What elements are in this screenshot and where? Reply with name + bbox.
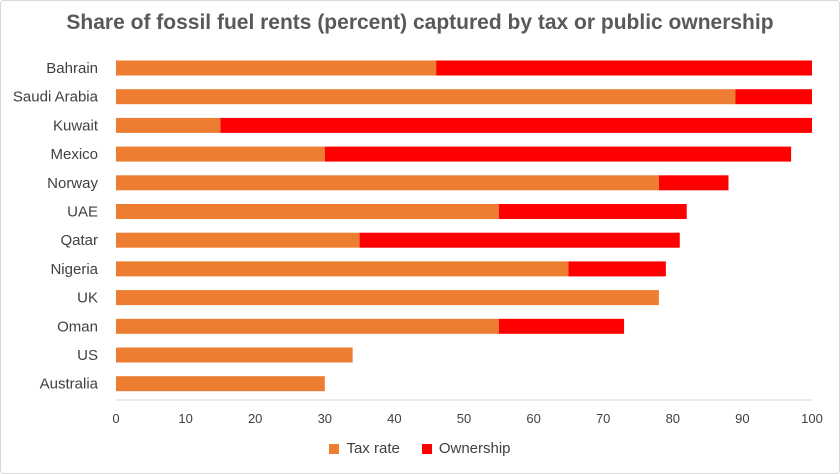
category-label-uae: UAE <box>67 204 98 221</box>
x-tick-label-80: 80 <box>666 411 680 426</box>
bar-ownership-uae <box>498 204 687 219</box>
category-label-norway: Norway <box>47 175 98 192</box>
bar-ownership-qatar <box>359 232 680 248</box>
x-tick-label-40: 40 <box>387 411 401 426</box>
bar-tax-rate-oman <box>116 318 499 334</box>
bar-tax-rate-mexico <box>116 146 325 162</box>
category-label-australia: Australia <box>40 376 99 393</box>
chart-title: Share of fossil fuel rents (percent) cap… <box>66 11 774 34</box>
legend-swatch-ownership <box>421 443 432 454</box>
bar-ownership-oman <box>498 318 625 334</box>
x-tick-label-90: 90 <box>735 411 749 426</box>
x-tick-label-60: 60 <box>526 411 540 426</box>
bar-ownership-norway <box>658 175 729 191</box>
category-label-oman: Oman <box>57 318 98 335</box>
bar-ownership-saudi-arabia <box>735 89 812 105</box>
bar-tax-rate-us <box>116 347 353 363</box>
bar-ownership-kuwait <box>220 117 812 133</box>
bar-tax-rate-bahrain <box>116 60 437 76</box>
bar-tax-rate-kuwait <box>116 117 221 133</box>
bar-tax-rate-nigeria <box>116 261 569 277</box>
legend-label-tax-rate: Tax rate <box>346 440 400 457</box>
x-tick-label-20: 20 <box>248 411 262 426</box>
category-label-kuwait: Kuwait <box>53 117 99 134</box>
legend-swatch-tax-rate <box>329 443 340 454</box>
x-tick-label-50: 50 <box>457 411 471 426</box>
category-label-saudi-arabia: Saudi Arabia <box>13 89 99 106</box>
category-label-qatar: Qatar <box>60 232 98 249</box>
bar-tax-rate-norway <box>116 175 659 191</box>
category-label-uk: UK <box>77 290 98 307</box>
legend: Tax rate Ownership <box>0 440 840 457</box>
x-tick-label-10: 10 <box>178 411 192 426</box>
legend-label-ownership: Ownership <box>438 440 511 457</box>
legend-item-tax-rate: Tax rate <box>329 440 400 457</box>
category-label-mexico: Mexico <box>50 146 98 163</box>
legend-item-ownership: Ownership <box>421 440 511 457</box>
category-label-us: US <box>77 347 98 364</box>
category-label-nigeria: Nigeria <box>50 261 98 278</box>
x-tick-label-30: 30 <box>318 411 332 426</box>
bar-ownership-nigeria <box>568 261 666 277</box>
x-tick-label-100: 100 <box>801 411 823 426</box>
bar-ownership-bahrain <box>436 60 812 76</box>
bar-tax-rate-qatar <box>116 232 360 248</box>
bar-ownership-mexico <box>324 146 792 162</box>
bar-tax-rate-uae <box>116 204 499 219</box>
bar-tax-rate-australia <box>116 376 325 392</box>
bar-tax-rate-uk <box>116 290 659 306</box>
x-tick-label-0: 0 <box>112 411 119 426</box>
category-label-bahrain: Bahrain <box>46 60 98 77</box>
x-tick-label-70: 70 <box>596 411 610 426</box>
bar-tax-rate-saudi-arabia <box>116 89 736 105</box>
